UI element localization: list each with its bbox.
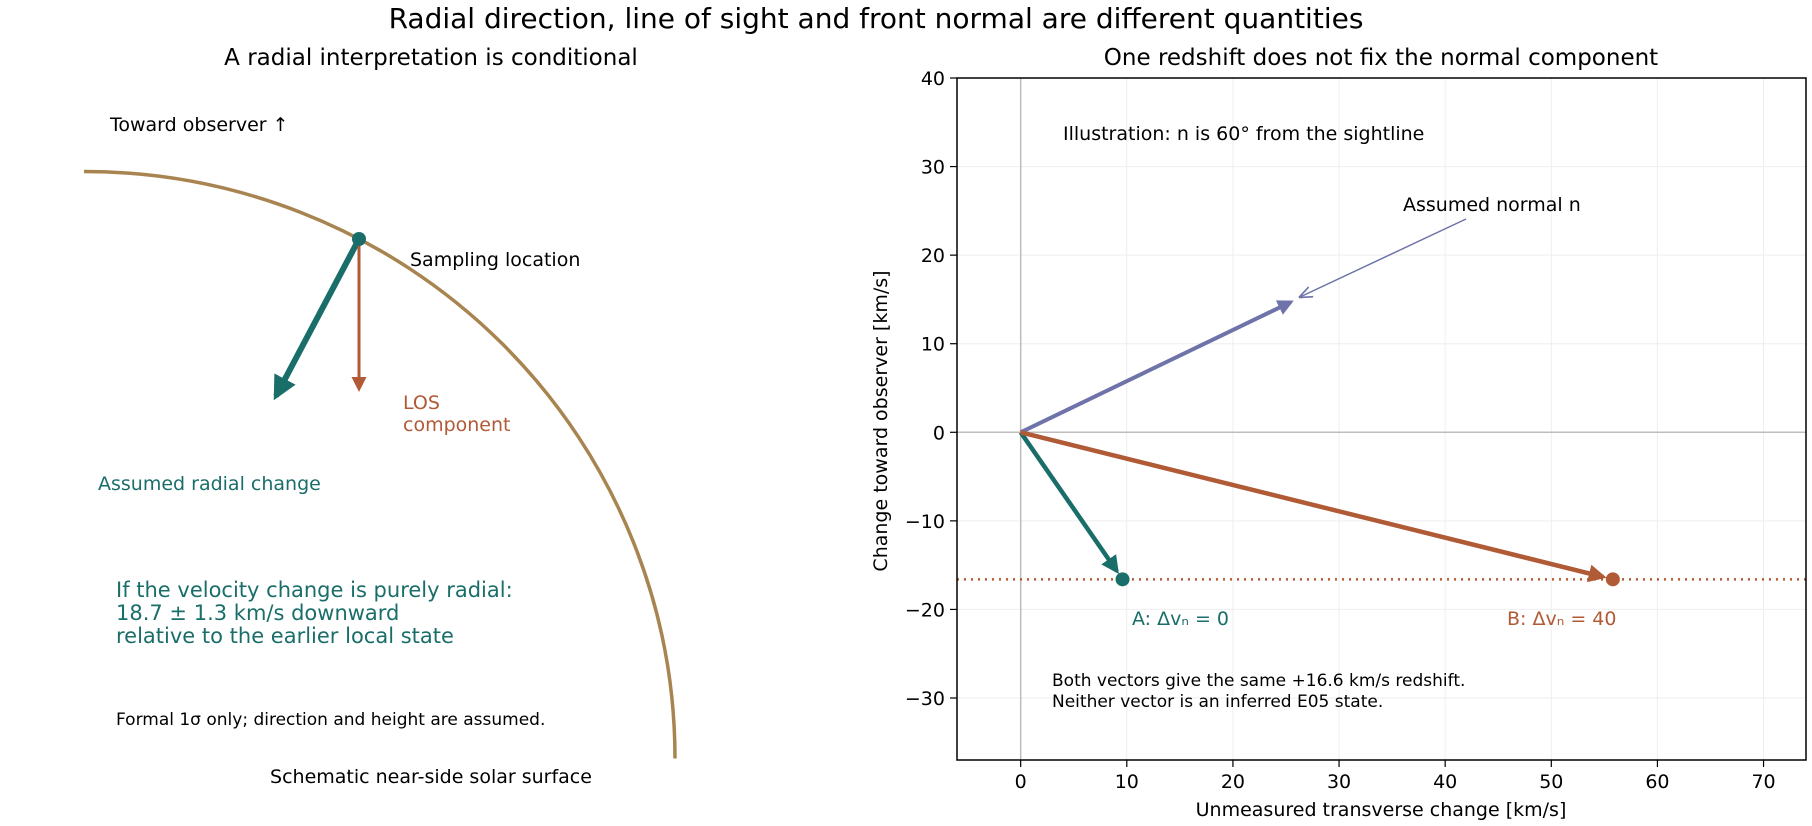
caveat-note: Formal 1σ only; direction and height are… <box>116 710 545 730</box>
normal-annotation-arrow <box>1300 218 1467 297</box>
y-tick-label: 40 <box>921 68 945 90</box>
toward-observer-label: Toward observer ↑ <box>109 114 289 136</box>
x-tick-label: 20 <box>1221 771 1245 793</box>
illustration-note: Illustration: n is 60° from the sightlin… <box>1063 123 1424 145</box>
x-axis-ticks: 0 10 20 30 40 50 60 70 <box>1015 760 1776 793</box>
los-label-line2: component <box>403 414 511 436</box>
sampling-location-label: Sampling location <box>410 249 580 271</box>
left-panel: A radial interpretation is conditional T… <box>83 45 677 788</box>
point-b-label: B: Δvₙ = 40 <box>1507 608 1616 630</box>
x-axis-label: Unmeasured transverse change [km/s] <box>1196 799 1567 821</box>
result-line-3: relative to the earlier local state <box>116 624 454 648</box>
result-line-1: If the velocity change is purely radial: <box>116 578 513 602</box>
x-tick-label: 50 <box>1539 771 1563 793</box>
note-line-1: Both vectors give the same +16.6 km/s re… <box>1052 671 1465 691</box>
point-a-marker <box>1115 572 1130 587</box>
x-tick-label: 10 <box>1115 771 1139 793</box>
vector-b-arrow <box>1020 430 1607 583</box>
radial-change-arrow <box>273 237 362 401</box>
point-b-marker <box>1605 572 1620 587</box>
y-tick-label: 20 <box>921 245 945 267</box>
assumed-radial-label: Assumed radial change <box>98 473 321 495</box>
x-tick-label: 30 <box>1327 771 1351 793</box>
zero-lines <box>957 78 1806 760</box>
y-tick-label: 10 <box>921 334 945 356</box>
chart-title: One redshift does not fix the normal com… <box>1104 45 1658 71</box>
x-tick-label: 70 <box>1751 771 1775 793</box>
normal-vector-arrow <box>1019 300 1294 435</box>
figure-title: Radial direction, line of sight and fron… <box>389 2 1364 35</box>
y-tick-label: −30 <box>905 688 945 710</box>
grid <box>957 77 1806 760</box>
normal-vector-label: Assumed normal n <box>1403 194 1581 216</box>
y-axis-ticks: −30 −20 −10 0 10 20 30 40 <box>905 68 957 710</box>
point-a-label: A: Δvₙ = 0 <box>1132 608 1229 630</box>
x-tick-label: 40 <box>1433 771 1457 793</box>
surface-label: Schematic near-side solar surface <box>270 766 592 788</box>
los-label-line1: LOS <box>403 392 440 414</box>
solar-limb-arc <box>83 169 677 759</box>
result-line-2: 18.7 ± 1.3 km/s downward <box>116 601 399 625</box>
left-panel-title: A radial interpretation is conditional <box>224 45 638 71</box>
y-tick-label: −10 <box>905 511 945 533</box>
y-axis-label: Change toward observer [km/s] <box>870 270 892 571</box>
x-tick-label: 0 <box>1015 771 1027 793</box>
y-tick-label: 30 <box>921 157 945 179</box>
x-tick-label: 60 <box>1645 771 1669 793</box>
y-tick-label: −20 <box>905 599 945 621</box>
vector-a-arrow <box>1018 431 1119 575</box>
sampling-location-marker <box>352 232 366 246</box>
right-panel-chart: One redshift does not fix the normal com… <box>870 45 1807 821</box>
plot-frame <box>956 77 1807 761</box>
y-tick-label: 0 <box>933 422 945 444</box>
note-line-2: Neither vector is an inferred E05 state. <box>1052 692 1383 712</box>
